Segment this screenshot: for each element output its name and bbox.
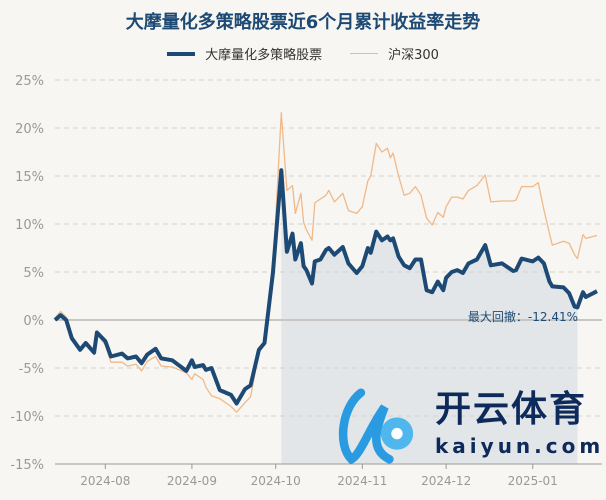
series-line-index xyxy=(54,111,598,413)
legend-item-index[interactable]: 沪深300 xyxy=(350,44,439,63)
chart-title: 大摩量化多策略股票近6个月累计收益率走势 xyxy=(125,12,481,33)
y-tick-label: 20% xyxy=(15,122,44,137)
y-tick-label: 25% xyxy=(15,74,44,89)
max-drawdown-label: 最大回撤：-12.41% xyxy=(468,309,578,324)
drawdown-area xyxy=(281,170,578,465)
kaiyun-logo: 开云体育 kaiyun.com xyxy=(330,388,600,464)
x-tick-label: 2024-12 xyxy=(421,474,471,488)
x-tick-label: 2025-01 xyxy=(508,474,558,488)
y-tick-label: -10% xyxy=(10,410,44,425)
x-tick-label: 2024-08 xyxy=(80,474,130,488)
y-tick-label: 15% xyxy=(15,170,44,185)
y-tick-label: 0% xyxy=(23,314,44,329)
x-tick-label: 2024-09 xyxy=(167,474,217,488)
legend-label-index: 沪深300 xyxy=(388,48,439,63)
legend-swatch-index xyxy=(350,53,379,54)
logo-k-icon xyxy=(338,388,414,464)
y-tick-label: 5% xyxy=(23,266,44,281)
logo-text-cn: 开云体育 xyxy=(435,389,588,430)
legend-swatch-fund xyxy=(167,51,196,56)
legend-label-fund: 大摩量化多策略股票 xyxy=(205,48,323,63)
y-tick-label: 10% xyxy=(15,218,44,233)
series-line-fund xyxy=(53,168,598,406)
x-tick-label: 2024-10 xyxy=(251,474,301,488)
y-tick-label: -15% xyxy=(10,458,44,473)
legend: 大摩量化多策略股票 沪深300 xyxy=(0,44,606,63)
legend-item-fund[interactable]: 大摩量化多策略股票 xyxy=(167,44,322,63)
y-tick-label: -5% xyxy=(19,362,44,377)
logo-text-en: kaiyun.com xyxy=(435,434,605,458)
x-tick-label: 2024-11 xyxy=(337,474,387,488)
